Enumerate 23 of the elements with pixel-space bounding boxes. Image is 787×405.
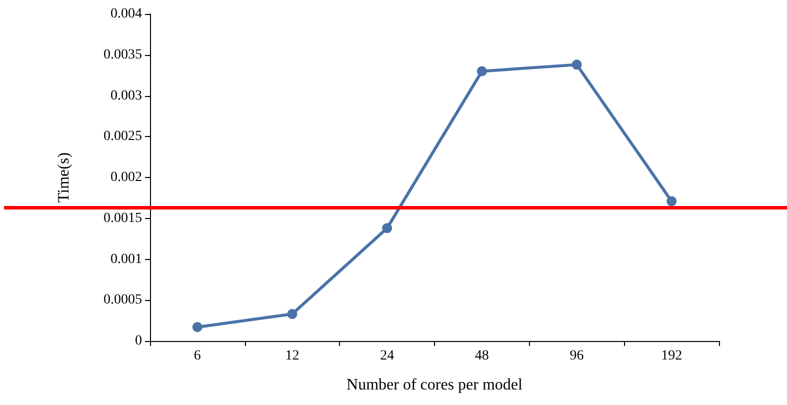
x-tick-label: 96 bbox=[570, 348, 584, 364]
y-tick-label: 0.003 bbox=[110, 88, 142, 104]
x-tick-label: 12 bbox=[285, 348, 300, 364]
y-tick-label: 0.0015 bbox=[104, 210, 142, 226]
y-axis-title: Time(s) bbox=[56, 152, 72, 203]
x-tick-label: 192 bbox=[661, 348, 682, 364]
x-tick-label: 6 bbox=[194, 348, 201, 364]
point bbox=[382, 223, 392, 234]
point bbox=[666, 196, 677, 206]
point bbox=[287, 309, 298, 320]
y-tick-label: 0.002 bbox=[110, 170, 142, 185]
x-tick-label: 24 bbox=[380, 348, 394, 364]
point bbox=[476, 66, 487, 76]
y-tick-label: 0.0025 bbox=[104, 129, 142, 144]
y-tick-label: 0.001 bbox=[110, 252, 142, 267]
y-tick-label: 0.0035 bbox=[104, 47, 142, 62]
y-tick-label: 0.0005 bbox=[104, 292, 142, 308]
y-tick-label: 0.004 bbox=[110, 6, 142, 22]
point bbox=[572, 60, 582, 70]
y-tick-label: 0 bbox=[135, 334, 142, 348]
point bbox=[192, 322, 202, 332]
x-axis-title: Number of cores per model bbox=[346, 376, 524, 394]
x-tick-label: 48 bbox=[474, 348, 489, 364]
